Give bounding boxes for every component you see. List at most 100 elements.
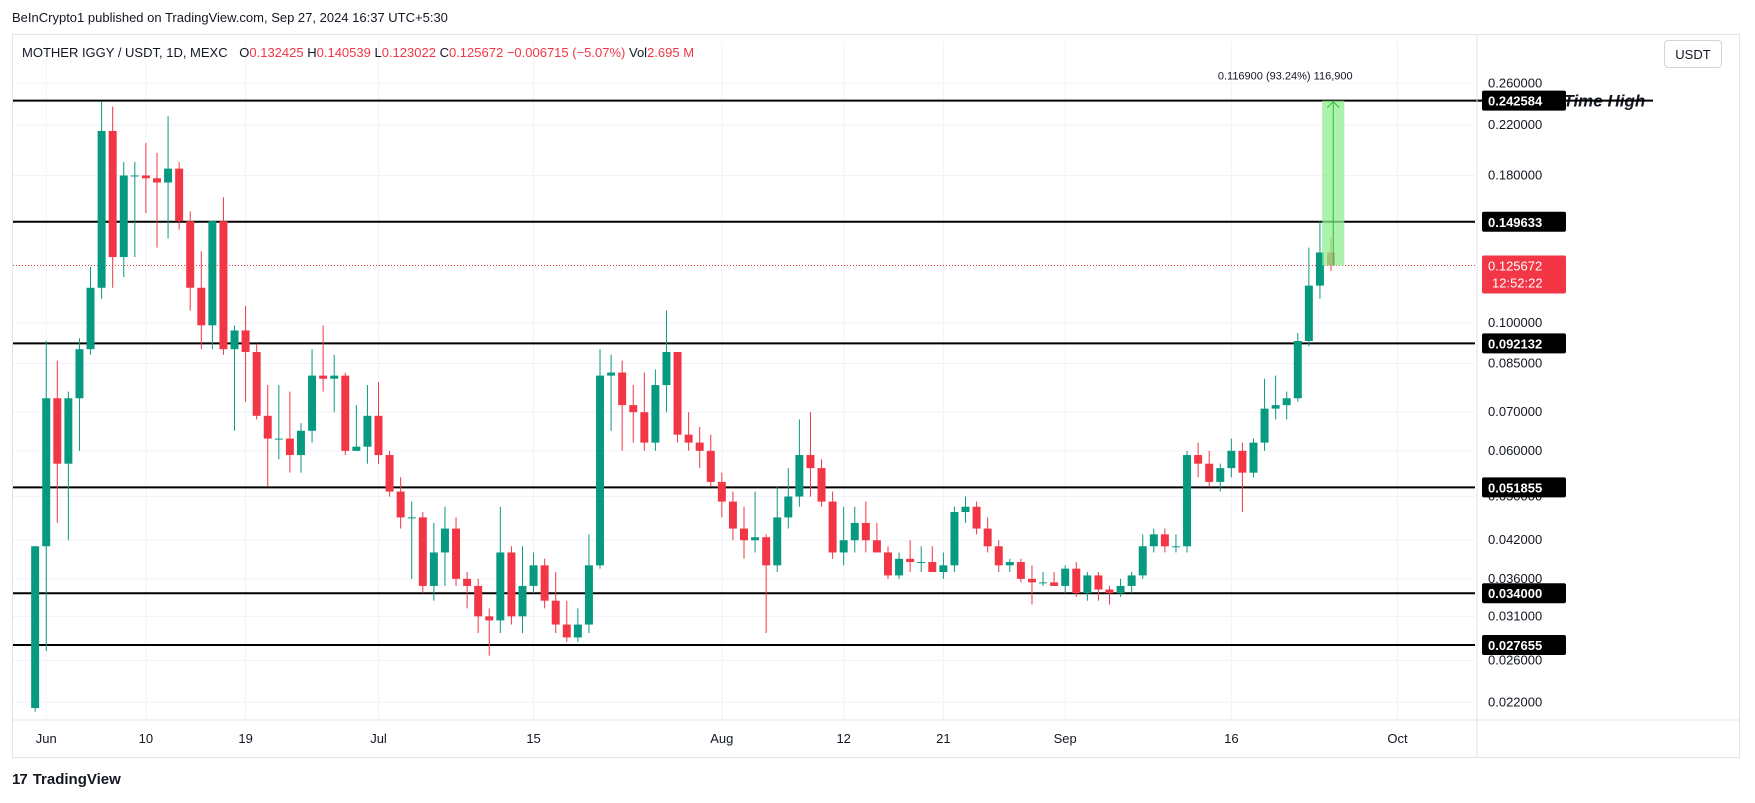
tradingview-logo-icon: 17 — [12, 771, 28, 788]
legend-close-label: C — [439, 45, 449, 60]
legend-low-label: L — [374, 45, 382, 60]
candle-up — [850, 522, 859, 541]
candle-down — [186, 221, 195, 288]
y-tick-label: 0.085000 — [1488, 356, 1542, 371]
x-tick-label: 19 — [238, 731, 252, 746]
candle-down — [263, 415, 272, 439]
x-tick-label: Sep — [1054, 731, 1077, 746]
legend-volume-label: Vol — [629, 45, 648, 60]
candle-up — [795, 455, 804, 497]
candle-down — [241, 330, 250, 353]
candle-up — [529, 565, 538, 586]
candle-up — [31, 546, 40, 709]
y-tick-label: 0.260000 — [1488, 75, 1542, 90]
measure-tool: 0.116900 (93.24%) 116,900 — [1218, 71, 1353, 266]
candle-down — [485, 616, 494, 621]
candle-down — [695, 442, 704, 451]
candle-down — [396, 491, 405, 518]
candle-up — [64, 398, 73, 464]
measure-label: 0.116900 (93.24%) 116,900 — [1218, 71, 1353, 83]
candle-up — [1315, 252, 1324, 286]
candle-up — [1116, 585, 1125, 594]
candle-down — [673, 352, 682, 435]
candle-up — [429, 552, 438, 586]
candle-up — [895, 558, 904, 576]
candle-up — [1061, 568, 1070, 586]
candle-down — [285, 438, 294, 456]
ohlc-legend: MOTHER IGGY / USDT, 1D, MEXC O0.132425 H… — [22, 45, 694, 60]
candle-up — [97, 130, 106, 288]
level-price-badge — [1482, 211, 1566, 232]
tradingview-brand[interactable]: 17 TradingView — [12, 771, 121, 788]
candle-up — [330, 375, 339, 379]
candle-down — [1160, 534, 1169, 547]
candle-down — [1194, 455, 1203, 464]
y-tick-label: 0.060000 — [1488, 443, 1542, 458]
brand-name: TradingView — [32, 771, 121, 788]
candle-down — [418, 517, 427, 586]
level-price-label: 0.149633 — [1488, 215, 1542, 230]
candle-up — [208, 221, 217, 326]
candle-down — [540, 565, 549, 601]
y-tick-label: 0.026000 — [1488, 652, 1542, 667]
candle-down — [1072, 568, 1081, 594]
candle-down — [1050, 582, 1059, 586]
legend-volume: 2.695 M — [647, 45, 695, 60]
y-tick-label: 0.100000 — [1488, 315, 1542, 330]
candle-up — [1260, 408, 1269, 443]
candle-down — [861, 522, 870, 541]
legend-open: 0.132425 — [249, 45, 304, 60]
candle-down — [762, 537, 771, 566]
candle-up — [751, 537, 760, 541]
candle-up — [363, 415, 372, 447]
x-tick-label: 21 — [936, 731, 950, 746]
candle-down — [175, 168, 184, 222]
candle-up — [839, 540, 848, 553]
candle-down — [551, 600, 560, 625]
level-price-badge — [1482, 583, 1566, 604]
x-tick-label: Jun — [36, 731, 57, 746]
x-tick-label: Oct — [1387, 731, 1408, 746]
candle-up — [1249, 442, 1258, 473]
level-price-label: 0.027655 — [1488, 638, 1542, 653]
y-tick-label: 0.180000 — [1488, 167, 1542, 182]
x-tick-label: Jul — [370, 731, 387, 746]
x-tick-label: 15 — [526, 731, 540, 746]
candle-up — [130, 175, 139, 177]
candle-down — [219, 221, 228, 350]
candle-down — [640, 412, 649, 443]
legend-low: 0.123022 — [381, 45, 436, 60]
candle-down — [828, 501, 837, 553]
level-price-label: 0.034000 — [1488, 586, 1542, 601]
candle-up — [230, 330, 239, 350]
candle-down — [452, 528, 461, 579]
candle-up — [518, 585, 527, 617]
candle-down — [474, 585, 483, 617]
candle-down — [740, 528, 748, 541]
x-tick-label: 10 — [139, 731, 153, 746]
candle-down — [906, 558, 915, 563]
candle-up — [1227, 450, 1236, 469]
candle-up — [352, 446, 361, 451]
candle-down — [252, 352, 261, 416]
candle-down — [684, 434, 693, 443]
currency-button[interactable]: USDT — [1664, 40, 1722, 68]
candle-up — [1149, 534, 1158, 547]
candle-up — [1171, 546, 1180, 548]
candle-up — [1216, 468, 1225, 482]
level-price-badge — [1482, 634, 1566, 655]
candle-down — [1105, 589, 1114, 594]
candle-down — [1027, 578, 1036, 583]
candle-up — [75, 349, 84, 399]
candle-up — [784, 496, 793, 518]
candle-up — [584, 565, 593, 625]
candles — [31, 101, 1336, 712]
candle-up — [407, 517, 416, 519]
candle-up — [1039, 582, 1048, 584]
current-price-badge — [1482, 255, 1566, 294]
candle-down — [618, 372, 627, 406]
candle-down — [197, 287, 206, 326]
candle-up — [961, 506, 970, 513]
y-tick-label: 0.031000 — [1488, 608, 1542, 623]
